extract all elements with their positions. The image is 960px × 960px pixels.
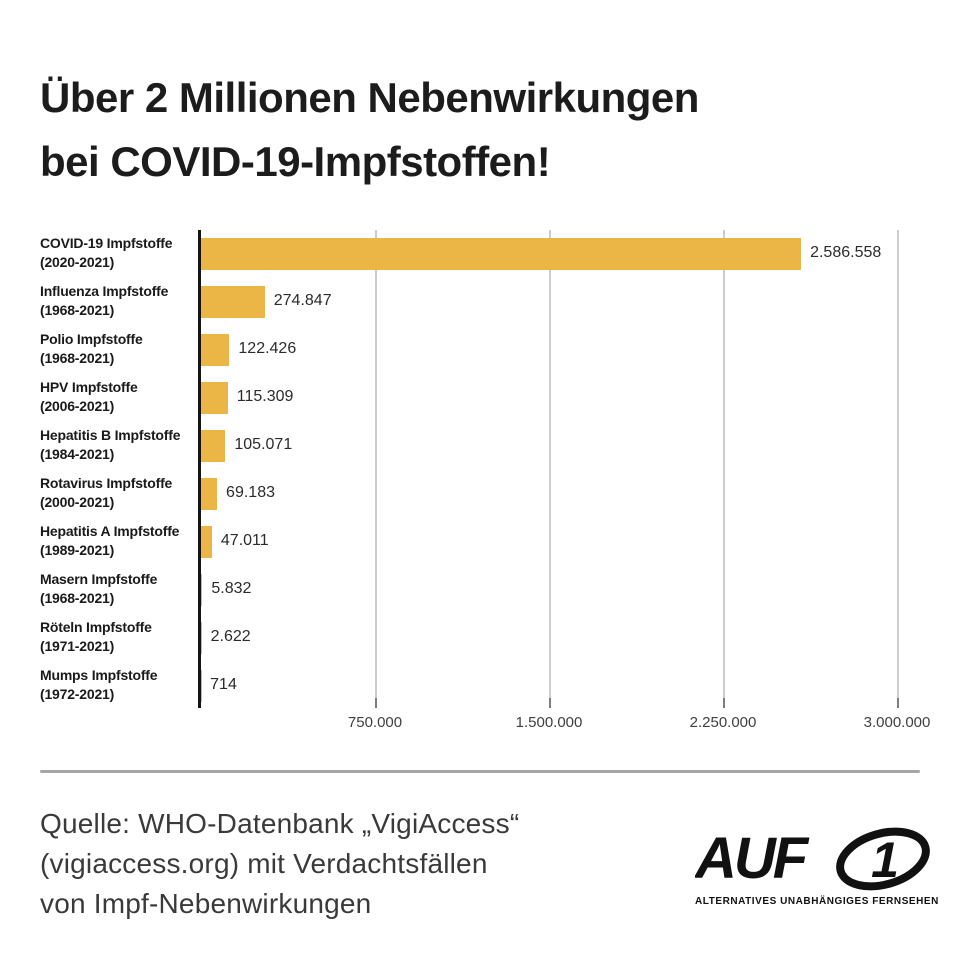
bar bbox=[201, 574, 203, 606]
bar bbox=[201, 334, 230, 366]
bar bbox=[201, 622, 202, 654]
auf1-wordmark: AUF 1 bbox=[695, 826, 930, 891]
chart-row: Polio Impfstoffe (1968-2021) 122.426 bbox=[40, 326, 920, 374]
auf1-digit: 1 bbox=[871, 832, 899, 888]
chart-row: Hepatitis A Impfstoffe (1989-2021) 47.011 bbox=[40, 518, 920, 566]
category-years: (1984-2021) bbox=[40, 446, 115, 462]
chart-row: HPV Impfstoffe (2006-2021) 115.309 bbox=[40, 374, 920, 422]
category-years: (2006-2021) bbox=[40, 398, 115, 414]
chart-row: Rotavirus Impfstoffe (2000-2021) 69.183 bbox=[40, 470, 920, 518]
axis-tick bbox=[723, 698, 725, 708]
category-label: HPV Impfstoffe (2006-2021) bbox=[40, 378, 195, 416]
x-axis-tick-label: 1.500.000 bbox=[515, 714, 583, 731]
chart-row: Mumps Impfstoffe (1972-2021) 714 bbox=[40, 662, 920, 710]
x-axis-tick-label: 750.000 bbox=[347, 714, 403, 731]
category-label: COVID-19 Impfstoffe (2020-2021) bbox=[40, 234, 195, 272]
one-ellipse-icon bbox=[836, 827, 930, 891]
source-line: (vigiaccess.org) mit Verdachtsfällen bbox=[40, 848, 488, 879]
value-label: 5.832 bbox=[211, 580, 252, 597]
x-axis-tick-label: 3.000.000 bbox=[863, 714, 931, 731]
bar bbox=[201, 430, 226, 462]
category-years: (1971-2021) bbox=[40, 638, 115, 654]
chart-title: Über 2 Millionen Nebenwirkungen bei COVI… bbox=[40, 66, 699, 194]
value-label: 105.071 bbox=[234, 436, 293, 453]
category-name: COVID-19 Impfstoffe bbox=[40, 235, 173, 251]
chart-row: Masern Impfstoffe (1968-2021) 5.832 bbox=[40, 566, 920, 614]
category-name: Hepatitis A Impfstoffe bbox=[40, 523, 180, 539]
axis-tick bbox=[375, 698, 377, 708]
category-label: Masern Impfstoffe (1968-2021) bbox=[40, 570, 195, 608]
category-years: (1968-2021) bbox=[40, 590, 115, 606]
value-label: 47.011 bbox=[220, 532, 269, 549]
chart-title-line-2: bei COVID-19-Impfstoffen! bbox=[40, 138, 551, 185]
value-label: 115.309 bbox=[236, 388, 294, 405]
category-years: (2020-2021) bbox=[40, 254, 115, 270]
axis-tick bbox=[897, 698, 899, 708]
bar bbox=[201, 526, 212, 558]
category-name: Masern Impfstoffe bbox=[40, 571, 158, 587]
chart-row: Influenza Impfstoffe (1968-2021) 274.847 bbox=[40, 278, 920, 326]
value-label: 274.847 bbox=[273, 292, 332, 309]
category-years: (1972-2021) bbox=[40, 686, 115, 702]
source-text: Quelle: WHO-Datenbank „VigiAccess“ (vigi… bbox=[40, 804, 519, 924]
value-label: 122.426 bbox=[238, 340, 297, 357]
category-name: Rotavirus Impfstoffe bbox=[40, 475, 173, 491]
category-years: (1968-2021) bbox=[40, 302, 115, 318]
chart-row: Röteln Impfstoffe (1971-2021) 2.622 bbox=[40, 614, 920, 662]
value-label: 714 bbox=[210, 676, 237, 693]
bar bbox=[201, 238, 802, 270]
category-label: Rotavirus Impfstoffe (2000-2021) bbox=[40, 474, 195, 512]
axis-tick bbox=[549, 698, 551, 708]
auf1-logo: AUF 1 ALTERNATIVES UNABHÄNGIGES FERNSEHE… bbox=[695, 826, 939, 907]
category-name: Mumps Impfstoffe bbox=[40, 667, 158, 683]
category-name: Influenza Impfstoffe bbox=[40, 283, 169, 299]
gridline bbox=[549, 230, 551, 698]
category-years: (1989-2021) bbox=[40, 542, 115, 558]
value-label: 2.586.558 bbox=[810, 244, 882, 261]
chart-row: Hepatitis B Impfstoffe (1984-2021) 105.071 bbox=[40, 422, 920, 470]
category-label: Polio Impfstoffe (1968-2021) bbox=[40, 330, 195, 368]
auf1-tagline: ALTERNATIVES UNABHÄNGIGES FERNSEHEN bbox=[695, 896, 939, 907]
category-label: Mumps Impfstoffe (1972-2021) bbox=[40, 666, 195, 704]
category-label: Röteln Impfstoffe (1971-2021) bbox=[40, 618, 195, 656]
gridline bbox=[897, 230, 899, 698]
category-name: Röteln Impfstoffe bbox=[40, 619, 152, 635]
auf1-wordmark-text: AUF bbox=[695, 826, 810, 891]
gridline bbox=[375, 230, 377, 698]
category-label: Influenza Impfstoffe (1968-2021) bbox=[40, 282, 195, 320]
bar-chart: 750.000 1.500.000 2.250.000 3.000.000 COVID-… bbox=[40, 230, 930, 750]
source-line: von Impf-Nebenwirkungen bbox=[40, 888, 372, 919]
category-name: Polio Impfstoffe bbox=[40, 331, 143, 347]
source-line: Quelle: WHO-Datenbank „VigiAccess“ bbox=[40, 808, 520, 839]
category-label: Hepatitis B Impfstoffe (1984-2021) bbox=[40, 426, 195, 464]
category-label: Hepatitis A Impfstoffe (1989-2021) bbox=[40, 522, 195, 560]
gridline bbox=[723, 230, 725, 698]
value-label: 69.183 bbox=[226, 484, 275, 501]
divider-line bbox=[40, 770, 920, 773]
category-years: (1968-2021) bbox=[40, 350, 115, 366]
category-name: Hepatitis B Impfstoffe bbox=[40, 427, 181, 443]
chart-row: COVID-19 Impfstoffe (2020-2021) 2.586.558 bbox=[40, 230, 920, 278]
bar bbox=[201, 478, 218, 510]
category-years: (2000-2021) bbox=[40, 494, 115, 510]
y-axis-line bbox=[198, 230, 201, 708]
value-label: 2.622 bbox=[210, 628, 251, 645]
x-axis-tick-label: 2.250.000 bbox=[689, 714, 757, 731]
bar bbox=[201, 286, 265, 318]
chart-title-line-1: Über 2 Millionen Nebenwirkungen bbox=[40, 74, 699, 121]
bar bbox=[201, 382, 228, 414]
category-name: HPV Impfstoffe bbox=[40, 379, 138, 395]
